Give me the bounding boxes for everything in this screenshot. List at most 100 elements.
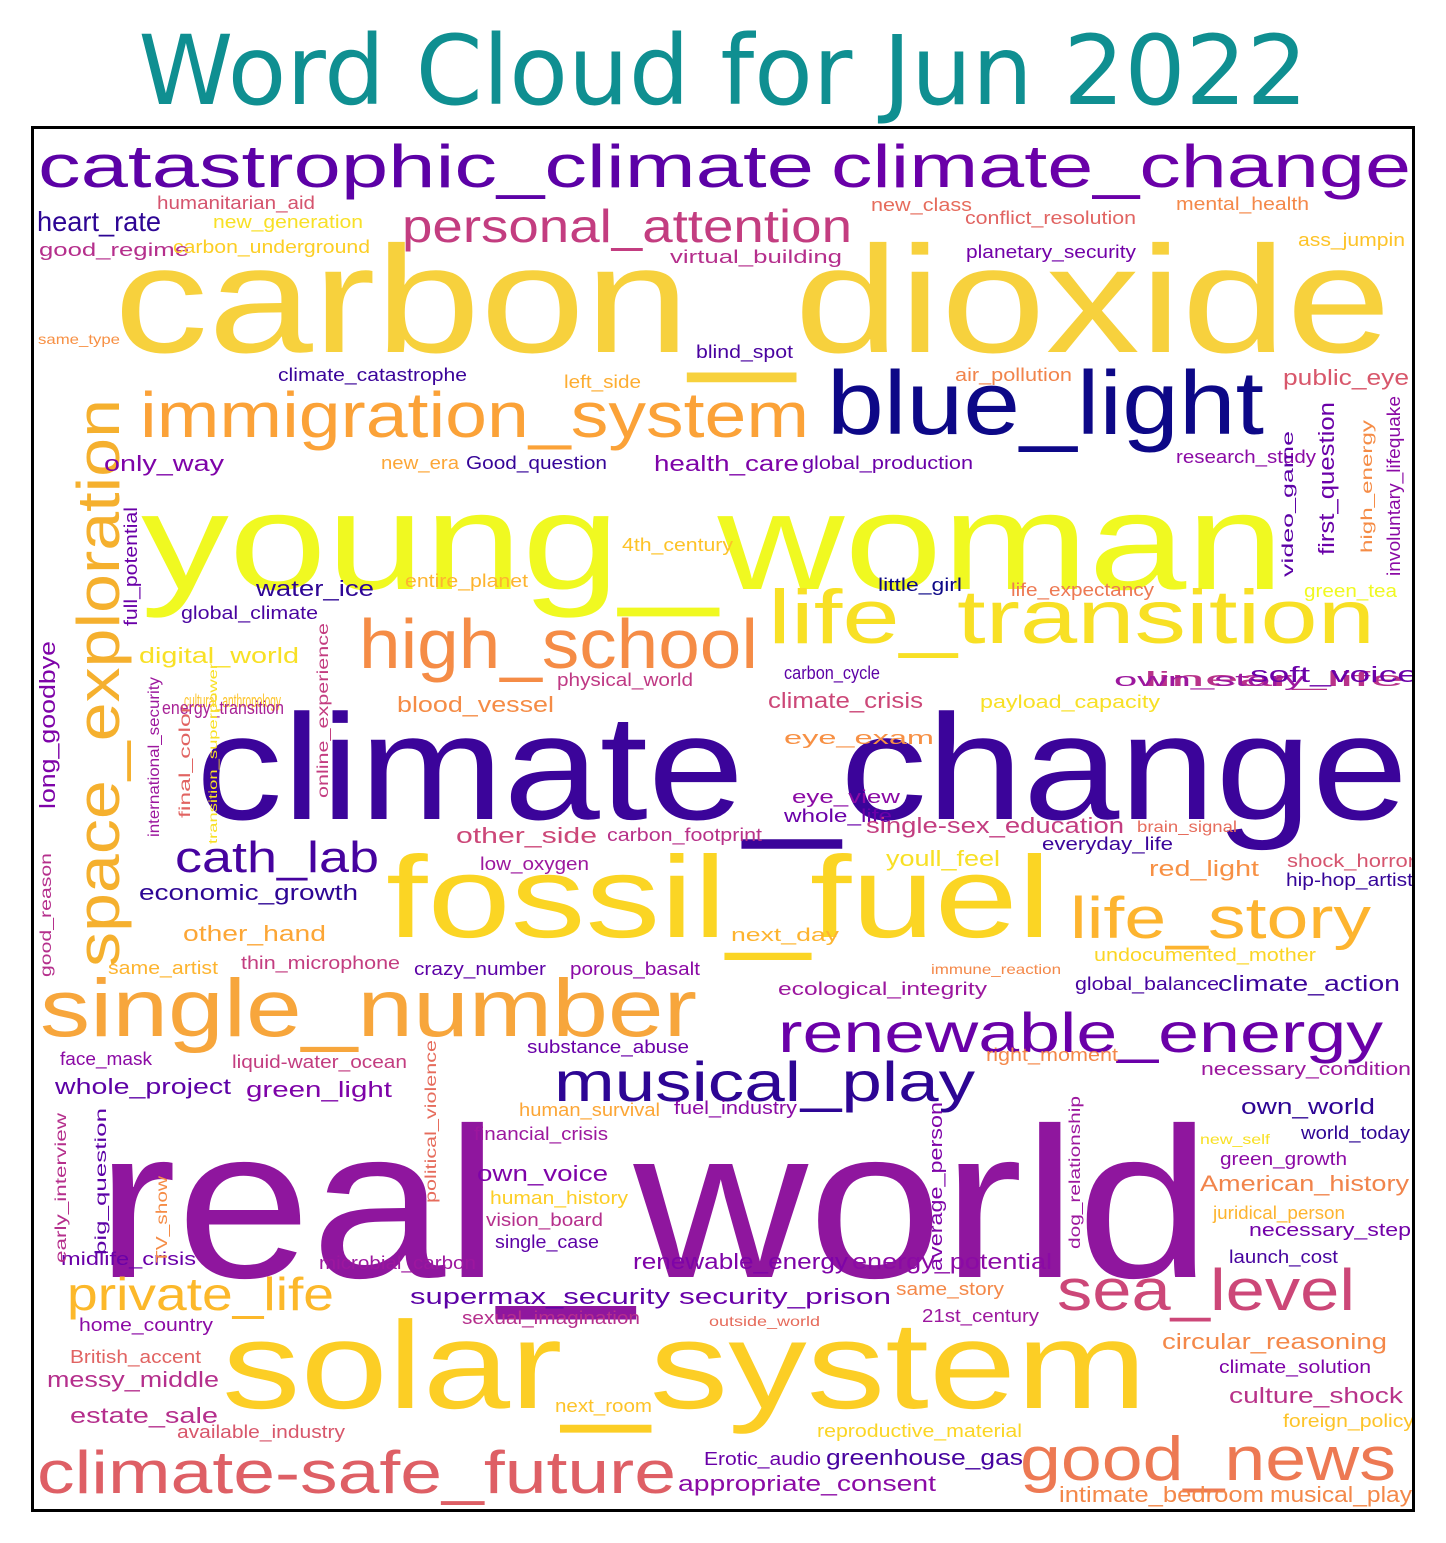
word-musical-play: musical_play [554, 1050, 975, 1113]
word-home-country: home_country [79, 1315, 213, 1336]
word-ecological-integrity: ecological_integrity [778, 979, 987, 1000]
word-immune-reaction: immune_reaction [931, 961, 1061, 977]
word-blue-light: blue_light [827, 354, 1264, 454]
word-green-light: green_light [246, 1077, 392, 1102]
word-political-violence: political_violence [423, 1040, 440, 1203]
word-single-sex-education: single-sex_education [866, 813, 1124, 838]
word-same-story: same_story [896, 1279, 1004, 1300]
word-shock-horror: shock_horror [1287, 851, 1412, 872]
word-blind-spot: blind_spot [696, 342, 793, 363]
word-21st-century: 21st_century [922, 1306, 1039, 1327]
word-young-woman: young_woman [141, 465, 1284, 619]
word-carbon-dioxide: carbon_dioxide [114, 215, 1391, 385]
word-first-question: first_question [1314, 402, 1339, 555]
word-average-person: average_person [926, 1102, 947, 1271]
word-eye-exam: eye_exam [784, 728, 934, 749]
word-reproductive-material: reproductive_material [817, 1421, 1022, 1442]
word-payload-capacity: payload_capacity [980, 692, 1160, 713]
word-available-industry: available_industry [177, 1422, 345, 1443]
word-video-game: video_game [1280, 431, 1297, 577]
word-liquid-water-ocean: liquid-water_ocean [232, 1052, 407, 1073]
word-high-school: high_school [359, 605, 758, 683]
word-financial-crisis: financial_crisis [474, 1124, 608, 1145]
word-foreign-policy: foreign_policy [1283, 1411, 1412, 1432]
word-next-room: next_room [555, 1396, 652, 1417]
word-own-world: own_world [1241, 1094, 1375, 1119]
word-life-transition: life_transition [768, 575, 1375, 660]
word-heart-rate: heart_rate [37, 206, 161, 237]
word-carbon-footprint: carbon_footprint [607, 825, 762, 846]
word-new-self: new_self [1200, 1131, 1270, 1147]
word-private-life: private_life [67, 1268, 334, 1320]
word-digital-world: digital_world [139, 643, 299, 668]
word-messy-middle: messy_middle [47, 1367, 219, 1392]
word-carbon-cycle: carbon_cycle [784, 663, 880, 684]
word-life-expectancy: life_expectancy [1011, 580, 1154, 601]
word-carbon-underground: carbon_underground [173, 237, 370, 258]
word-new-class: new_class [871, 195, 972, 216]
word-air-pollution: air_pollution [955, 365, 1072, 386]
word-virtual-building: virtual_building [670, 247, 842, 268]
word-youll-feel: youll_feel [886, 846, 1000, 871]
word-transition-superpower: transition_superpower [206, 663, 220, 844]
word-red-light: red_light [1149, 856, 1259, 881]
word-other-side: other_side [456, 823, 597, 848]
word-global-production: global_production [802, 453, 973, 474]
word-renewable-energy: renewable_energy [778, 1001, 1383, 1064]
word-global-climate: global_climate [181, 603, 318, 624]
word-planetary-security: planetary_security [966, 242, 1136, 263]
word-global-balance: global_balance [1075, 974, 1219, 995]
word-human-history: human_history [490, 1188, 628, 1209]
word-climate-change: climate_change [196, 683, 1408, 851]
word-energy-potential: energy_potential [852, 1249, 1052, 1274]
word-same-artist: same_artist [108, 958, 218, 979]
word-high-energy: high_energy [1359, 420, 1376, 553]
word-british-accent: British_accent [70, 1347, 201, 1368]
word-entire-planet: entire_planet [405, 571, 528, 592]
word-climate-crisis: climate_crisis [768, 688, 923, 713]
word-tv-show: TV_show [154, 1175, 171, 1263]
word-real-world: real_world [96, 1084, 1211, 1323]
word-culture-shock: culture_shock [1229, 1383, 1404, 1408]
word-renewable-energy: renewable_energy [633, 1249, 848, 1274]
word-solar-system: solar_system [222, 1297, 1147, 1435]
word-good-regime: good_regime [39, 240, 189, 261]
word-outside-world: outside_world [709, 1313, 820, 1329]
word-thin-microphone: thin_microphone [241, 953, 400, 974]
word-appropriate-consent: appropriate_consent [678, 1471, 936, 1496]
word-sexual-imagination: sexual_imagination [462, 1308, 640, 1329]
word-international-security: international_security [146, 677, 163, 837]
word-health-care: health_care [654, 451, 799, 476]
word-vision-board: vision_board [486, 1210, 603, 1231]
word-immigration-system: immigration_system [140, 379, 809, 451]
word-only-way: only_way [104, 451, 224, 476]
word-big-question: big_question [93, 1108, 110, 1255]
word-mental-health: mental_health [1176, 194, 1309, 215]
word-hip-hop-artist: hip-hop_artist [1286, 870, 1412, 891]
word-american-history: American_history [1200, 1171, 1409, 1196]
word-face-mask: face_mask [60, 1049, 153, 1070]
word-climate-catastrophe: climate_catastrophe [278, 365, 467, 386]
word-cultural-anthropology: cultural_anthropology [184, 691, 281, 712]
word-dog-relationship: dog_relationship [1067, 1096, 1084, 1249]
word-linear-life: linear_life [1144, 669, 1404, 691]
word-own-voice: own_voice [477, 1161, 608, 1186]
word-fuel-industry: fuel_industry [674, 1098, 797, 1119]
word-life-story: life_story [1070, 886, 1371, 951]
word-necessary-condition: necessary_condition [1201, 1059, 1411, 1080]
word-public-eye: public_eye [1283, 365, 1409, 390]
word-involuntary-lifequake: involuntary_lifequake [1384, 396, 1405, 576]
word-world-today: world_today [1300, 1123, 1410, 1144]
word-little-girl: little_girl [878, 575, 962, 596]
word-own-story: own_story [1114, 670, 1305, 691]
word-eye-view: eye_view [792, 787, 901, 808]
word-supermax-security: supermax_security [410, 1284, 670, 1309]
word-greenhouse-gas: greenhouse_gas [826, 1445, 1023, 1470]
word-conflict-resolution: conflict_resolution [965, 208, 1136, 229]
word-midlife-crisis: midlife_crisis [61, 1249, 196, 1270]
word-climate-safe-future: climate-safe_future [37, 1439, 676, 1506]
word-new-era: new_era [381, 453, 460, 474]
word-microbial-carbon: microbial_carbon [319, 1253, 476, 1274]
word-full-potential: full_potential [121, 507, 142, 626]
